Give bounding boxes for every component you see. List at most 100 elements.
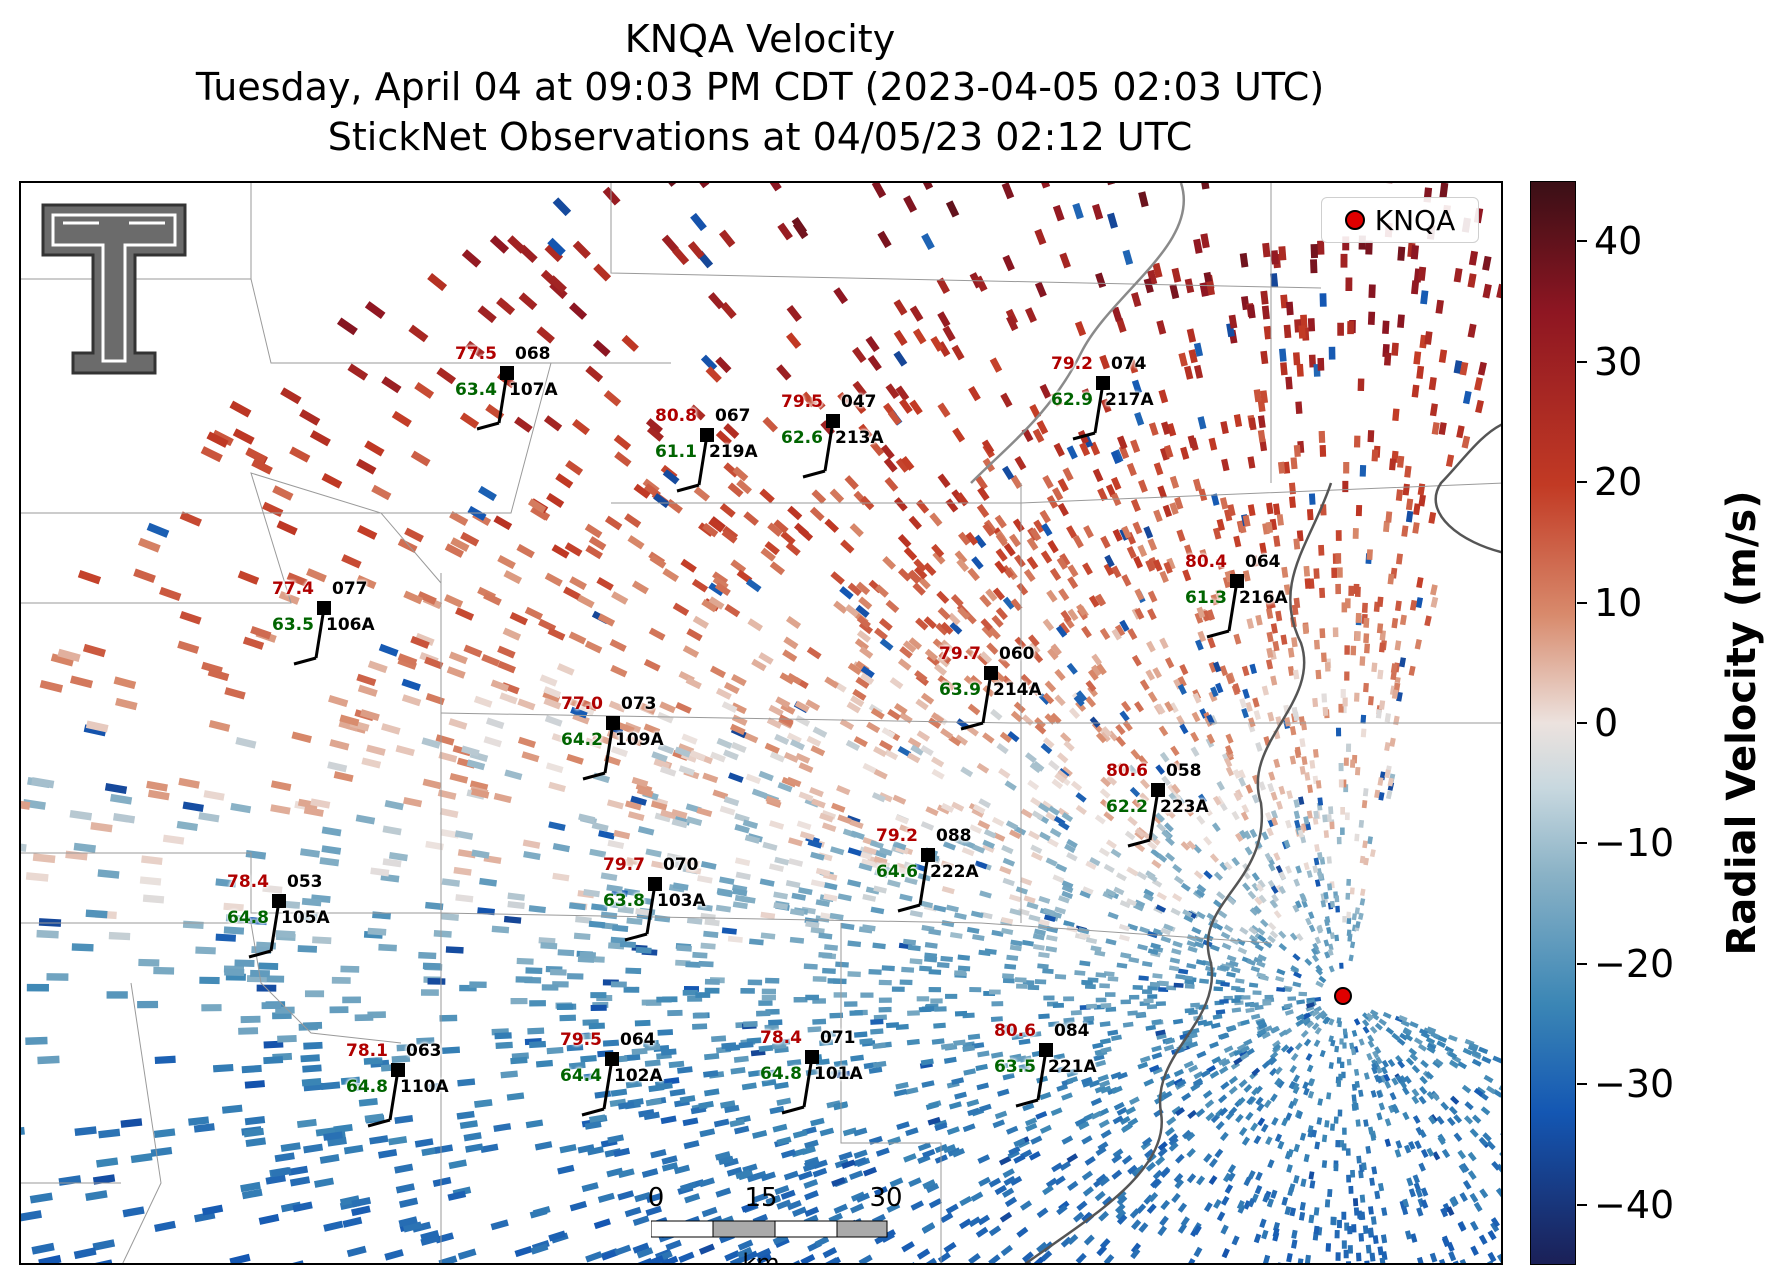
velocity-colorbar [1530,181,1576,1265]
wind-barb-flag-219A [676,483,700,493]
scale-tick-30: 30 [869,1183,903,1213]
station-dir: 058 [1166,761,1202,781]
wind-barb-staff-105A [269,900,281,952]
station-id: 214A [993,680,1042,700]
station-dir: 073 [621,694,657,714]
station-id: 222A [930,862,979,882]
scale-bar: 0 15 30 km [631,1183,903,1265]
colorbar-tick-mark [1577,842,1587,845]
station-id: 105A [281,908,330,928]
wind-barb-staff-213A [823,420,835,472]
colorbar-tick-label: −20 [1594,941,1675,986]
station-dir: 064 [620,1030,656,1050]
station-dir: 064 [1245,552,1281,572]
wind-barb-staff-217A [1093,382,1105,434]
wind-barb-staff-216A [1227,580,1239,632]
station-temp: 79.5 [560,1030,602,1050]
colorbar-tick-mark [1577,360,1587,363]
scale-tick-15: 15 [744,1183,778,1213]
station-dew: 63.9 [939,680,981,700]
wind-barb-flag-101A [781,1105,805,1115]
radar-map: 77.5 068 63.4 107A 80.8 067 61.1 219A 79.5 047 62.… [19,181,1503,1265]
wind-barb-flag-105A [248,949,272,959]
wind-barb-staff-223A [1148,789,1160,841]
station-id: 106A [326,615,375,635]
colorbar-tick-label: −10 [1594,821,1675,866]
colorbar-tick-mark [1577,601,1587,604]
station-dir: 060 [999,644,1035,664]
colorbar-tick-label: −40 [1594,1182,1675,1227]
map-title: KNQA Velocity [624,17,896,61]
station-dir: 068 [515,344,551,364]
map-legend: KNQA [1321,197,1479,243]
wind-barb-staff-110A [388,1069,400,1121]
station-dew: 64.2 [561,730,603,750]
scale-tick-0: 0 [647,1183,665,1213]
station-dew: 63.4 [455,380,497,400]
colorbar-tick-mark [1577,240,1587,243]
station-id: 101A [814,1064,863,1084]
station-dew: 64.8 [346,1077,388,1097]
wind-barb-staff-214A [981,672,993,724]
station-barbs [248,366,1244,1128]
scale-unit: km [742,1249,780,1265]
station-temp: 79.7 [603,855,645,875]
colorbar-tick-label: 20 [1594,460,1643,505]
station-id: 216A [1239,588,1288,608]
station-id: 103A [657,891,706,911]
wind-barb-flag-217A [1072,431,1096,441]
station-temp: 77.4 [272,579,314,599]
station-dir: 063 [406,1041,442,1061]
station-temp: 77.5 [455,344,497,364]
wind-barb-flag-221A [1015,1098,1039,1108]
wind-barb-staff-109A [603,722,615,774]
station-id: 213A [835,428,884,448]
station-id: 219A [709,442,758,462]
wind-barb-flag-216A [1206,629,1230,639]
wind-barb-staff-101A [802,1056,814,1108]
colorbar-tick-label: −30 [1594,1062,1675,1107]
wind-barb-flag-223A [1127,838,1151,848]
wind-barb-flag-213A [802,469,826,479]
station-id: 107A [509,380,558,400]
legend-label: KNQA [1374,203,1456,237]
station-id: 109A [615,730,664,750]
station-temp: 78.4 [227,872,269,892]
station-dir: 047 [841,392,877,412]
station-temp: 79.5 [781,392,823,412]
station-dew: 63.8 [603,891,645,911]
station-dew: 62.2 [1106,797,1148,817]
station-id: 217A [1105,390,1154,410]
map-subtitle-obs: StickNet Observations at 04/05/23 02:12 … [327,115,1193,159]
station-dew: 64.6 [876,862,918,882]
station-temp: 80.6 [994,1021,1036,1041]
station-temp: 80.6 [1106,761,1148,781]
station-dew: 64.8 [227,908,269,928]
wind-barb-flag-102A [581,1107,605,1117]
station-temp: 80.4 [1185,552,1227,572]
county-boundaries [21,183,1501,1263]
wind-barb-staff-221A [1036,1049,1048,1101]
station-temp: 79.7 [939,644,981,664]
wind-barb-flag-214A [960,721,984,731]
wind-barb-flag-107A [476,421,500,431]
station-dew: 63.5 [272,615,314,635]
wind-barb-flag-109A [582,771,606,781]
colorbar-tick-mark [1577,722,1587,724]
wind-barb-flag-103A [624,932,648,942]
texas-tech-logo [39,201,189,381]
wind-barb-staff-222A [918,854,930,906]
station-dew: 63.5 [994,1057,1036,1077]
wind-barb-staff-107A [497,372,509,424]
station-dir: 070 [663,855,699,875]
station-temp: 77.0 [561,694,603,714]
station-id: 221A [1048,1057,1097,1077]
colorbar-tick-label: 40 [1594,219,1643,264]
colorbar-tick-mark [1577,1083,1587,1086]
colorbar-tick-label: 30 [1594,339,1643,384]
wind-barb-staff-219A [697,434,709,486]
colorbar-tick-label: 0 [1594,701,1619,745]
wind-barb-staff-106A [314,607,326,659]
wind-barb-flag-110A [367,1118,391,1128]
colorbar-tick-mark [1577,962,1587,965]
